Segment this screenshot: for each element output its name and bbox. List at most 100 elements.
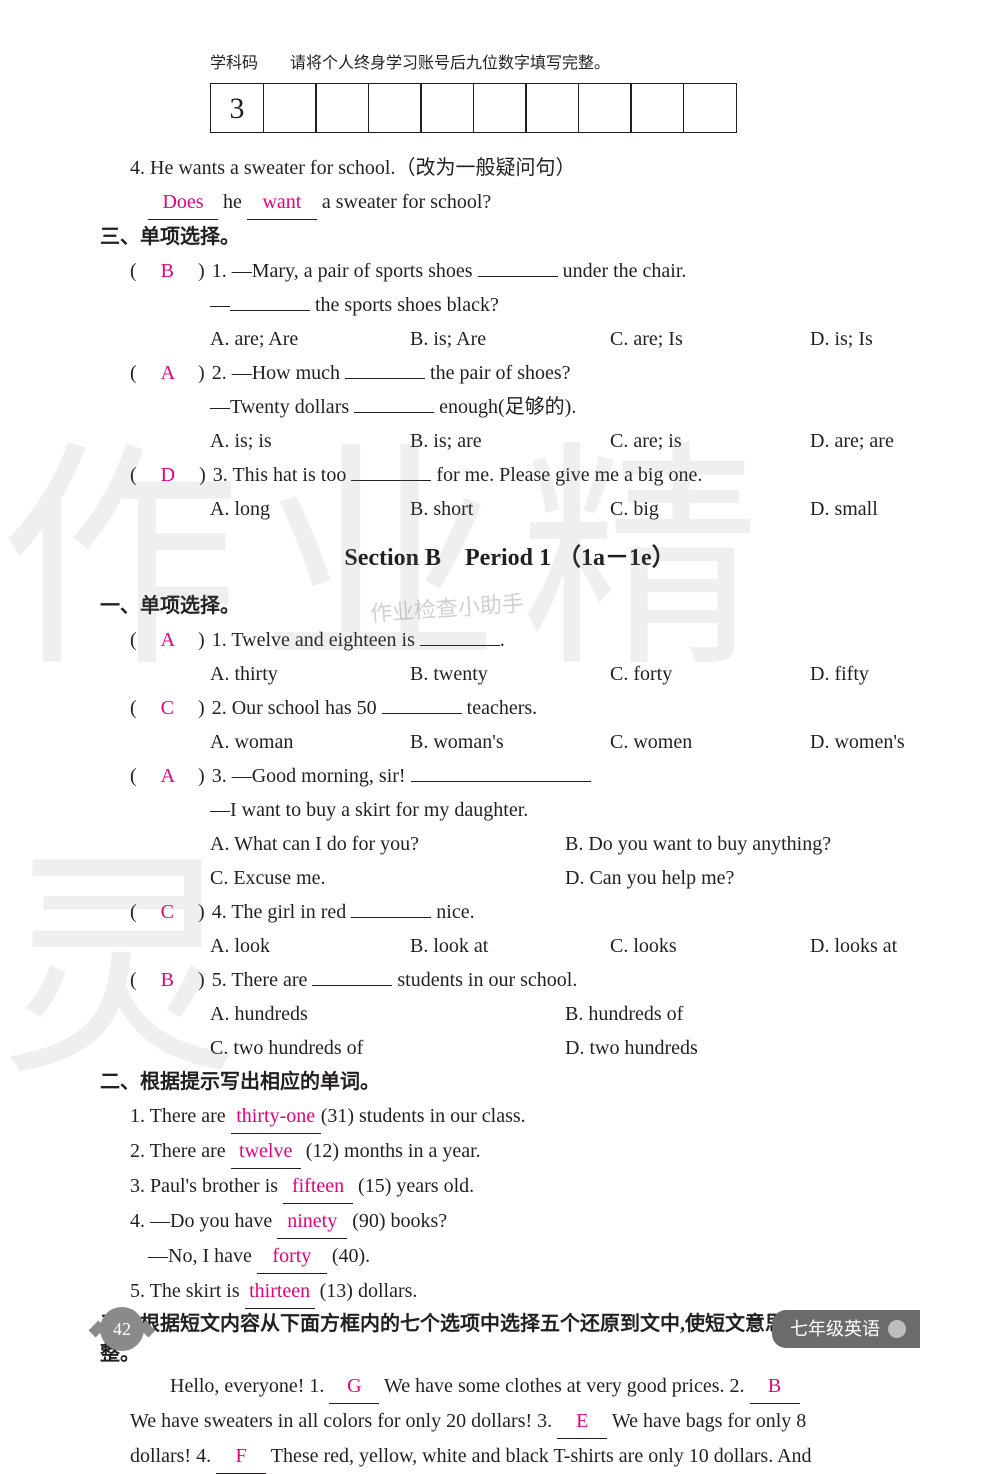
mc-top-1: ( B ) 1. —Mary, a pair of sports shoes u… <box>130 254 920 288</box>
gear-icon <box>888 1320 906 1338</box>
footer-text: 七年级英语 <box>790 1314 880 1345</box>
mc1-l1: —Mary, a pair of sports shoes <box>232 260 478 282</box>
mcb-1: ( A ) 1. Twelve and eighteen is . <box>130 623 920 657</box>
mcb5-tail: students in our school. <box>392 969 577 991</box>
mc3-opts: A. long B. short C. big D. small <box>210 492 920 526</box>
mc2-l2t: enough(足够的). <box>439 396 576 418</box>
f5-ans: thirteen <box>245 1274 315 1309</box>
mcb2-c: C. women <box>610 725 750 759</box>
mcb2-tail: teachers. <box>462 697 538 719</box>
mcb4-c: C. looks <box>610 929 750 963</box>
mcb1-tail: . <box>500 629 505 651</box>
p1a: Hello, everyone! 1. <box>170 1375 329 1397</box>
mc3-l1: This hat is too <box>232 464 351 486</box>
mc2-b: B. is; are <box>410 424 550 458</box>
mcb3-a: A. What can I do for you? <box>210 827 565 861</box>
mcb2-num: 2. <box>212 697 227 719</box>
mcb5-d: D. two hundreds <box>565 1031 920 1065</box>
mc-top-3: ( D ) 3. This hat is too for me. Please … <box>130 458 920 492</box>
mcb5-opts: A. hundreds B. hundreds of C. two hundre… <box>210 997 920 1065</box>
mc3-num: 3. <box>213 464 228 486</box>
mc1-opts: A. are; Are B. is; Are C. are; Is D. is;… <box>210 322 920 356</box>
passage: Hello, everyone! 1. G We have some cloth… <box>130 1369 920 1474</box>
mcb4-a: A. look <box>210 929 350 963</box>
mcb2-ans: C <box>161 697 176 719</box>
code-cell-3[interactable] <box>368 83 422 133</box>
f2-post: (12) months in a year. <box>301 1140 481 1162</box>
mcb4-stem: The girl in red <box>231 901 351 923</box>
mcb4-b: B. look at <box>410 929 550 963</box>
mc2-d: D. are; are <box>810 424 950 458</box>
mc3-d: D. small <box>810 492 950 526</box>
f1-pre: There are <box>150 1105 231 1127</box>
f4-ans: ninety <box>277 1204 347 1239</box>
f2-pre: There are <box>150 1140 231 1162</box>
mcb2-b: B. woman's <box>410 725 550 759</box>
mcb4-num: 4. <box>212 901 227 923</box>
mc2-l1t: the pair of shoes? <box>430 362 571 384</box>
p1b: We have some clothes at very good prices… <box>384 1375 750 1397</box>
fill-2: 2. There are twelve (12) months in a yea… <box>130 1134 920 1169</box>
code-row: 3 <box>210 83 920 133</box>
mcb1-b: B. twenty <box>410 657 550 691</box>
pa3: E <box>557 1404 607 1439</box>
code-cell-0[interactable]: 3 <box>210 83 264 133</box>
mcb1-a: A. thirty <box>210 657 350 691</box>
q4-ans2: want <box>247 185 317 220</box>
sec1-title: 一、单项选择。 <box>100 589 920 623</box>
mcb-5: ( B ) 5. There are students in our schoo… <box>130 963 920 997</box>
q4-tail: a sweater for school? <box>322 191 491 213</box>
q4-mid: he <box>223 191 247 213</box>
code-cell-4[interactable] <box>420 83 474 133</box>
mc3-b: B. short <box>410 492 550 526</box>
f3-post: (15) years old. <box>353 1175 474 1197</box>
sec2-title: 二、根据提示写出相应的单词。 <box>100 1065 920 1099</box>
code-cell-9[interactable] <box>683 83 737 133</box>
pa2: B <box>750 1369 800 1404</box>
mc3-a: A. long <box>210 492 350 526</box>
mcb1-c: C. forty <box>610 657 750 691</box>
mcb2-a: A. woman <box>210 725 350 759</box>
mc1-b: B. is; Are <box>410 322 550 356</box>
q4-ans1: Does <box>148 185 218 220</box>
mcb1-stem: Twelve and eighteen is <box>231 629 420 651</box>
mcb4-opts: A. look B. look at C. looks D. looks at <box>210 929 920 963</box>
mc3-ans: D <box>161 464 177 486</box>
code-cell-7[interactable] <box>578 83 632 133</box>
mcb1-d: D. fifty <box>810 657 950 691</box>
f5-pre: The skirt is <box>150 1280 245 1302</box>
mc1-l2p: — <box>210 294 230 316</box>
f4-post: (90) books? <box>347 1210 447 1232</box>
mcb2-opts: A. woman B. woman's C. women D. women's <box>210 725 920 759</box>
mcb5-a: A. hundreds <box>210 997 565 1031</box>
mc2-line2: —Twenty dollars enough(足够的). <box>210 390 920 424</box>
mcb5-c: C. two hundreds of <box>210 1031 565 1065</box>
code-cell-5[interactable] <box>473 83 527 133</box>
code-cell-6[interactable] <box>525 83 579 133</box>
mcb2-stem: Our school has 50 <box>232 697 382 719</box>
mc2-ans: A <box>161 362 176 384</box>
mc2-a: A. is; is <box>210 424 350 458</box>
f3-pre: Paul's brother is <box>150 1175 283 1197</box>
code-cell-2[interactable] <box>315 83 369 133</box>
mc1-num: 1. <box>212 260 227 282</box>
mc1-line2: — the sports shoes black? <box>210 288 920 322</box>
mc1-c: C. are; Is <box>610 322 750 356</box>
f2-num: 2. <box>130 1140 145 1162</box>
mcb3-ans: A <box>161 765 176 787</box>
code-cell-8[interactable] <box>630 83 684 133</box>
mc3-c: C. big <box>610 492 750 526</box>
code-cell-1[interactable] <box>263 83 317 133</box>
pa1: G <box>329 1369 379 1404</box>
fill-3: 3. Paul's brother is fifteen (15) years … <box>130 1169 920 1204</box>
q4-num: 4. <box>130 157 145 179</box>
mc1-a: A. are; Are <box>210 322 350 356</box>
mcb5-num: 5. <box>212 969 227 991</box>
section-b-title: Section B Period 1 （1a－1e） <box>100 538 920 579</box>
mcb3-stem: —Good morning, sir! <box>232 765 411 787</box>
mc2-opts: A. is; is B. is; are C. are; is D. are; … <box>210 424 920 458</box>
f4-l2post: (40). <box>327 1245 370 1267</box>
mc-top-2: ( A ) 2. —How much the pair of shoes? <box>130 356 920 390</box>
mcb4-d: D. looks at <box>810 929 950 963</box>
mcb3-b: B. Do you want to buy anything? <box>565 827 920 861</box>
